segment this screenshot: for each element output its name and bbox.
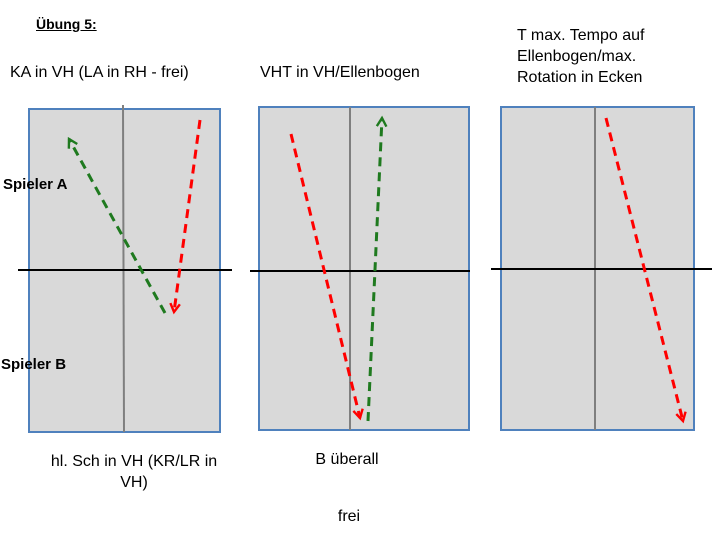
caption-column-2: B überall xyxy=(315,451,379,468)
table-1-red-arrow xyxy=(169,119,202,315)
table-3 xyxy=(491,106,712,431)
footer-text: frei xyxy=(337,508,361,525)
table-1-center-line xyxy=(122,104,125,433)
heading-column-1: KA in VH (LA in RH - frei) xyxy=(10,64,189,81)
heading-column-3-line-3: Rotation in Ecken xyxy=(517,69,643,86)
caption-column-1-line-2: VH) xyxy=(120,474,148,491)
caption-column-1-line-1: hl. Sch in VH (KR/LR in xyxy=(50,453,218,470)
label-player-a: Spieler A xyxy=(3,176,68,193)
label-player-b: Spieler B xyxy=(1,356,67,373)
heading-column-3-line-2: Ellenbogen/max. xyxy=(517,48,637,65)
table-2-surface xyxy=(258,106,470,431)
table-1 xyxy=(18,104,232,433)
heading-column-2: VHT in VH/Ellenbogen xyxy=(260,64,420,81)
table-2-green-arrow xyxy=(366,115,388,422)
heading-column-3-line-1: T max. Tempo auf xyxy=(517,27,645,44)
table-2-red-arrow xyxy=(289,133,364,421)
table-1-green-arrow xyxy=(67,136,167,314)
exercise-title: Übung 5: xyxy=(36,16,97,32)
table-3-red-arrow xyxy=(604,117,687,424)
table-2 xyxy=(250,106,470,431)
